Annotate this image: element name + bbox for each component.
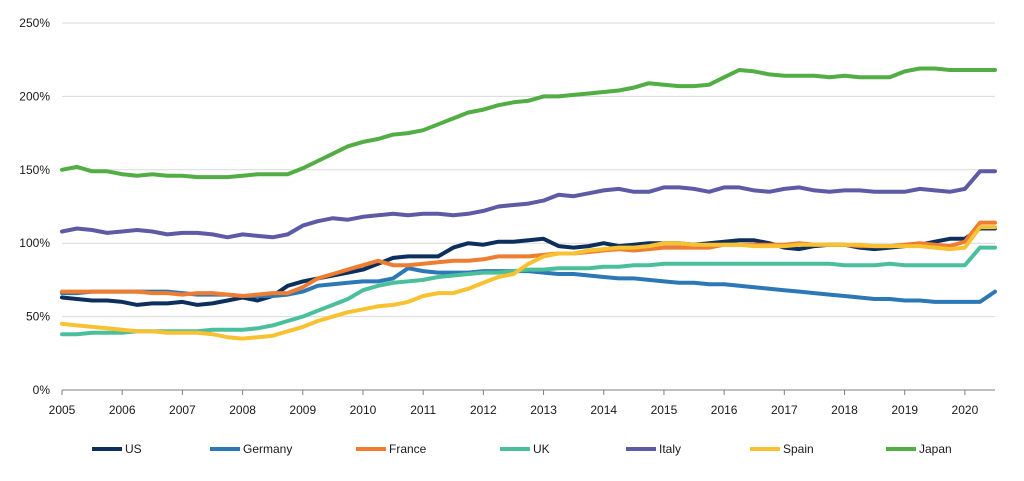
x-tick-label: 2015 [651,403,678,417]
x-axis [61,389,995,395]
y-tick-label: 50% [26,310,50,324]
legend-label: Italy [659,442,681,456]
x-tick-label: 2009 [289,403,316,417]
y-tick-label: 200% [19,89,50,103]
y-tick-label: 150% [19,163,50,177]
y-tick-label: 0% [33,383,51,397]
y-axis: 0% 50% 100% 150% 200% 250% [19,16,50,397]
legend-label: Spain [783,442,814,456]
x-tick-labels: 2005 2006 2007 2008 2009 2010 2011 2012 2013 2014… [49,403,979,417]
series-line-germany [60,266,997,304]
x-tick-label: 2010 [350,403,377,417]
x-tick-label: 2012 [470,403,497,417]
legend-label: France [389,442,427,456]
legend-label: Germany [243,442,292,456]
x-tick-label: 2008 [229,403,256,417]
x-tick-label: 2007 [169,403,196,417]
y-tick-label: 250% [19,16,50,30]
x-tick-label: 2006 [109,403,136,417]
series-line-uk [60,245,997,337]
series-lines [60,66,997,341]
series-line-spain [60,225,997,341]
y-tick-label: 100% [19,236,50,250]
x-tick-label: 2005 [49,403,76,417]
series-line-italy [60,169,997,240]
legend-label: Japan [919,442,952,456]
x-tick-label: 2014 [590,403,617,417]
legend-label: US [125,442,142,456]
x-tick-label: 2019 [891,403,918,417]
x-tick-label: 2013 [530,403,557,417]
x-tick-label: 2018 [831,403,858,417]
legend-label: UK [533,442,550,456]
x-tick-label: 2011 [410,403,436,417]
x-tick-label: 2017 [771,403,798,417]
x-tick-label: 2016 [711,403,738,417]
x-tick-label: 2020 [952,403,979,417]
legend: US Germany France UK Italy Spain Japan [92,442,952,456]
series-line-japan [60,66,997,180]
